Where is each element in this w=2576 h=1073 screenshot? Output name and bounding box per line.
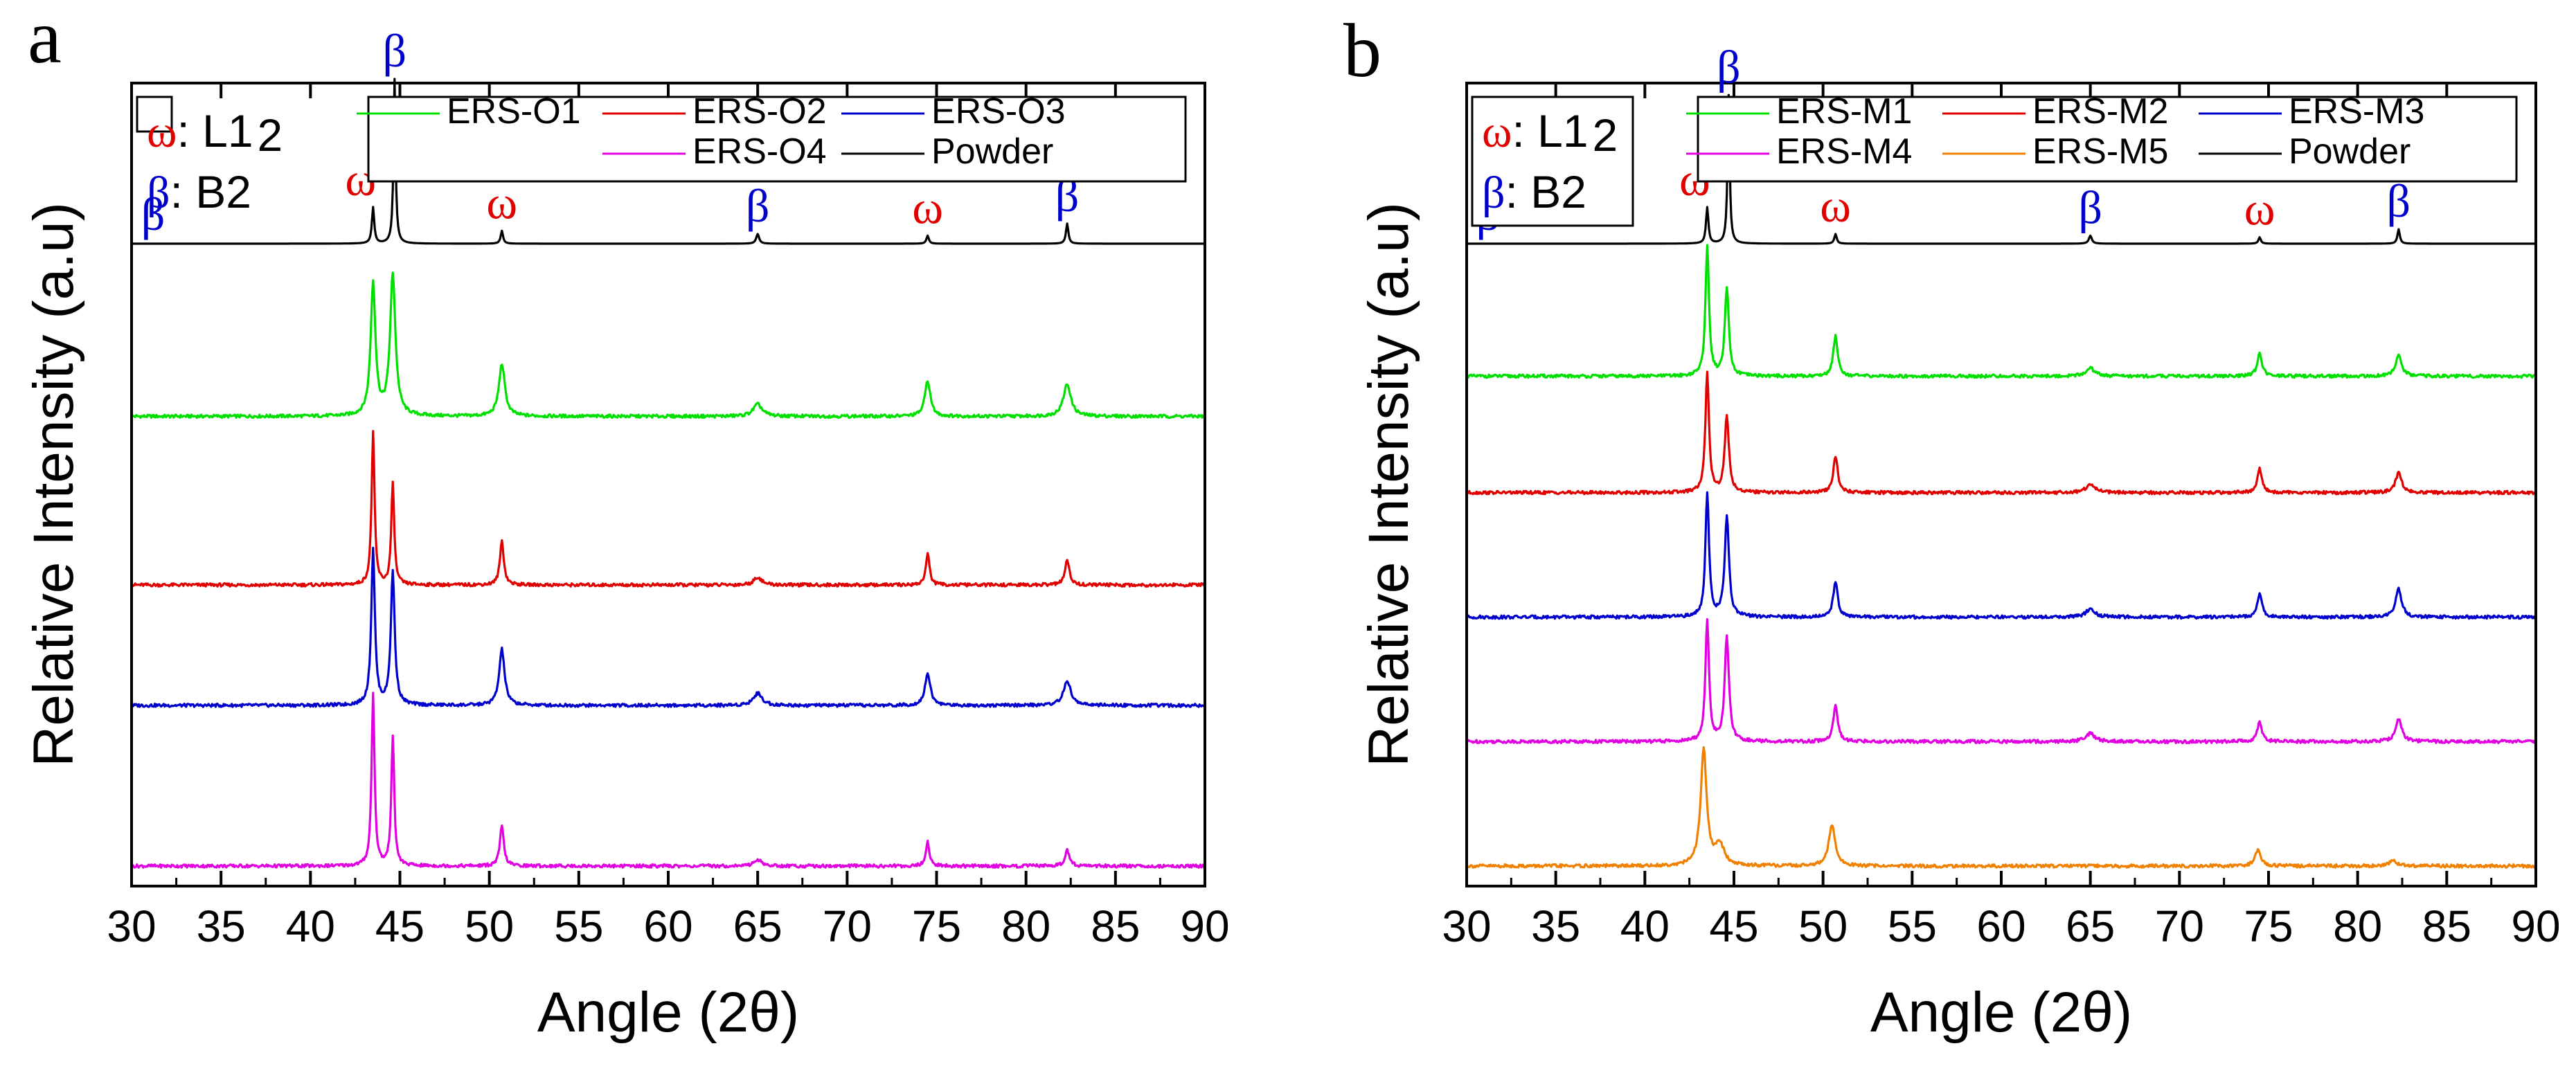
phase-key-text: : B2 — [1505, 166, 1586, 217]
legend-box — [1697, 96, 2518, 183]
phase-key-entry: β: B2 — [147, 166, 251, 218]
legend-box — [367, 96, 1187, 183]
x-tick-label: 65 — [733, 901, 782, 951]
series-line-ers-o3 — [131, 546, 1206, 708]
phase-key-subscript: 2 — [1593, 109, 1618, 161]
y-axis-title: Relative Intensity (a.u) — [1357, 202, 1420, 767]
x-tick-label: 85 — [1091, 901, 1140, 951]
phase-key-text: : L1 — [1512, 105, 1588, 156]
phase-key-symbol: β — [147, 168, 170, 218]
x-tick-label: 55 — [1888, 901, 1937, 951]
peak-annotation: β — [2078, 181, 2102, 233]
x-tick-label: 65 — [2066, 901, 2115, 951]
phase-key-subscript: 2 — [258, 109, 283, 161]
x-tick-label: 75 — [912, 901, 961, 951]
legend-label: ERS-M4 — [1776, 132, 1912, 172]
x-tick-label: 90 — [1180, 901, 1229, 951]
series-line-powder — [131, 78, 1206, 245]
x-tick-label: 45 — [375, 901, 424, 951]
y-axis-title: Relative Intensity (a.u) — [22, 202, 85, 767]
phase-key-text: : B2 — [170, 166, 251, 217]
x-tick-label: 35 — [1531, 901, 1580, 951]
peak-annotation: β — [2387, 174, 2411, 227]
legend-label: ERS-O3 — [931, 91, 1066, 132]
x-tick-label: 40 — [1620, 901, 1670, 951]
x-tick-label: 70 — [823, 901, 872, 951]
phase-key-box — [136, 96, 173, 133]
peak-annotation: β — [746, 179, 770, 232]
phase-key-symbol: β — [1482, 168, 1505, 218]
phase-key-box — [1471, 96, 1634, 227]
x-tick-label: 70 — [2155, 901, 2204, 951]
series-line-ers-m4 — [1466, 617, 2537, 744]
peak-annotation: ω — [2244, 183, 2275, 235]
x-tick-label: 80 — [2333, 901, 2382, 951]
x-tick-label: 85 — [2422, 901, 2471, 951]
panel-a: a 30 35 40 45 50 55 60 65 70 75 80 85 90 Angle (2θ) Rel… — [22, 0, 1230, 1044]
x-axis-title: Angle (2θ) — [537, 981, 799, 1044]
legend-label: ERS-O4 — [692, 132, 827, 172]
series-line-ers-o1 — [130, 271, 1206, 420]
x-tick-label: 35 — [197, 901, 246, 951]
panel-letter: a — [28, 0, 62, 79]
series-line-ers-o4 — [130, 692, 1206, 869]
series-line-ers-m2 — [1466, 370, 2537, 496]
x-tick-label: 55 — [554, 901, 603, 951]
legend-label: Powder — [2289, 132, 2410, 172]
x-tick-label: 80 — [1001, 901, 1050, 951]
peak-annotation: β — [141, 188, 166, 240]
x-tick-label: 30 — [1442, 901, 1491, 951]
legend-label: ERS-M1 — [1776, 91, 1912, 132]
x-tick-label: 60 — [1976, 901, 2025, 951]
legend-label: Powder — [931, 132, 1053, 172]
legend-label: ERS-O1 — [447, 91, 581, 132]
legend-label: ERS-O2 — [692, 91, 827, 132]
panel-letter: b — [1343, 8, 1381, 93]
phase-key-text: : L1 — [177, 105, 253, 156]
peak-annotation: β — [382, 24, 406, 77]
plot-frame — [130, 82, 1206, 887]
peak-annotation: ω — [1820, 179, 1851, 232]
x-axis-title: Angle (2θ) — [1870, 981, 2132, 1044]
x-tick-label: 30 — [107, 901, 156, 951]
peak-annotation: ω — [912, 181, 943, 233]
series-line-powder — [1466, 93, 2537, 245]
phase-key-symbol: ω — [1482, 107, 1512, 157]
peak-annotation: ω — [486, 176, 517, 228]
panel-b: b 30 35 40 45 50 55 60 65 70 75 80 85 90 Angle (2θ) Rel… — [1343, 8, 2561, 1044]
x-tick-label: 40 — [286, 901, 335, 951]
legend-label: ERS-M2 — [2032, 91, 2168, 132]
x-tick-label: 60 — [643, 901, 692, 951]
phase-key-symbol: ω — [147, 107, 177, 157]
x-tick-label: 45 — [1709, 901, 1758, 951]
phase-key-entry: ω: L12 — [1482, 105, 1618, 161]
series-line-ers-m5 — [1465, 746, 2537, 869]
peak-annotation: β — [1717, 40, 1741, 93]
x-tick-label: 50 — [1798, 901, 1848, 951]
x-tick-label: 50 — [465, 901, 514, 951]
phase-key-entry: β: B2 — [1482, 166, 1586, 218]
x-tick-label: 90 — [2511, 901, 2560, 951]
legend-label: ERS-M5 — [2032, 132, 2168, 172]
series-line-ers-m3 — [1465, 491, 2537, 620]
phase-key-entry: ω: L12 — [147, 105, 283, 161]
legend-label: ERS-M3 — [2289, 91, 2424, 132]
series-line-ers-o2 — [131, 430, 1206, 588]
x-tick-label: 75 — [2244, 901, 2293, 951]
series-line-ers-m1 — [1465, 244, 2537, 379]
